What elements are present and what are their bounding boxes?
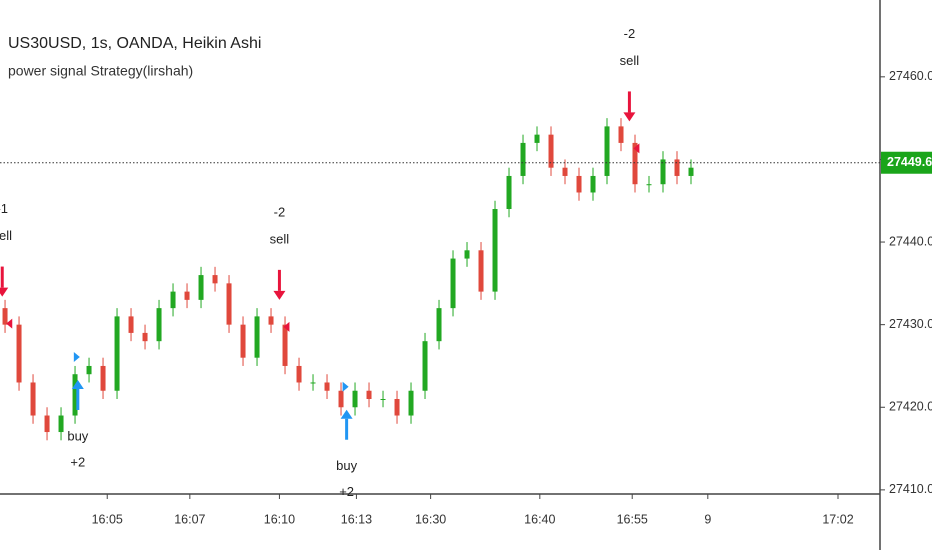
- candle-body: [590, 175, 596, 193]
- y-tick-label: 27410.0: [889, 482, 932, 496]
- x-tick-label: 16:07: [174, 512, 205, 526]
- candle-body: [534, 134, 540, 143]
- candle-body: [30, 382, 36, 416]
- candle-body: [324, 382, 330, 391]
- candle-body: [240, 324, 246, 358]
- y-tick-label: 27430.0: [889, 317, 932, 331]
- candle-body: [212, 275, 218, 284]
- candle-body: [226, 283, 232, 325]
- candle-body: [86, 365, 92, 375]
- chart-title: US30USD, 1s, OANDA, Heikin Ashi: [8, 35, 261, 52]
- candle-body: [114, 316, 120, 391]
- candle-body: [72, 374, 78, 416]
- signal-label: sell: [270, 231, 290, 246]
- signal-marker: [6, 318, 13, 329]
- candle-body: [436, 308, 442, 342]
- last-price-label: 27449.6: [887, 155, 932, 169]
- candle-body: [156, 308, 162, 342]
- candle-body: [268, 316, 274, 325]
- candle-body: [548, 134, 554, 168]
- x-tick-label: 16:13: [341, 512, 372, 526]
- candle-body: [282, 324, 288, 366]
- candle-body: [198, 275, 204, 300]
- candle-body: [2, 308, 8, 325]
- x-tick-label: 16:05: [92, 512, 123, 526]
- x-tick-label: 16:30: [415, 512, 446, 526]
- signal-label: -2: [274, 204, 286, 219]
- candle-body: [44, 415, 50, 433]
- candle-body: [576, 175, 582, 193]
- signal-arrow-head: [273, 290, 286, 300]
- candle-body: [464, 250, 470, 259]
- candle-body: [422, 341, 428, 391]
- candle-body: [58, 415, 64, 433]
- candle-body: [380, 399, 386, 400]
- signal-arrow-head: [623, 112, 636, 122]
- x-tick-label: 16:10: [264, 512, 295, 526]
- signal-arrow-head: [340, 409, 353, 419]
- candle-body: [254, 316, 260, 358]
- x-tick-label: 9: [704, 512, 711, 526]
- x-tick-label: 16:40: [524, 512, 555, 526]
- y-tick-label: 27420.0: [889, 400, 932, 414]
- x-tick-label: 17:02: [822, 512, 853, 526]
- candle-body: [674, 159, 680, 176]
- signal-marker: [73, 352, 80, 362]
- candle-body: [562, 167, 568, 176]
- signal-label: sell: [0, 228, 12, 243]
- candle-body: [688, 167, 694, 176]
- signal-marker: [633, 143, 640, 154]
- candle-body: [184, 291, 190, 300]
- candle-body: [660, 159, 666, 185]
- signal-marker: [342, 381, 349, 392]
- candle-body: [618, 126, 624, 143]
- candle-body: [296, 365, 302, 383]
- y-tick-label: 27440.0: [889, 234, 932, 248]
- y-tick-label: 27460.0: [889, 69, 932, 83]
- candle-body: [128, 316, 134, 333]
- signal-marker: [283, 321, 290, 332]
- candle-body: [478, 250, 484, 292]
- candle-body: [646, 184, 652, 186]
- candle-body: [100, 365, 106, 391]
- candle-body: [170, 291, 176, 309]
- candle-body: [16, 324, 22, 383]
- candle-body: [394, 399, 400, 416]
- x-tick-label: 16:55: [617, 512, 648, 526]
- signal-label: +2: [339, 484, 354, 499]
- last-price-box: [881, 151, 932, 174]
- chart-subtitle: power signal Strategy(lirshah): [8, 63, 193, 79]
- signal-label: -1: [0, 201, 8, 216]
- signal-label: buy: [336, 458, 357, 473]
- candle-body: [632, 142, 638, 185]
- signal-label: buy: [67, 428, 88, 443]
- signal-label: -2: [624, 26, 636, 41]
- candle-body: [604, 126, 610, 176]
- signal-arrow-head: [71, 380, 84, 389]
- candle-body: [450, 258, 456, 309]
- candle-body: [520, 142, 526, 176]
- candle-body: [142, 332, 148, 342]
- candle-body: [352, 390, 358, 408]
- candle-body: [408, 390, 414, 416]
- signal-arrow-head: [0, 287, 9, 297]
- signal-label: +2: [70, 454, 85, 469]
- candle-body: [492, 209, 498, 292]
- candle-body: [338, 390, 344, 408]
- candle-body: [366, 390, 372, 399]
- candle-body: [506, 175, 512, 209]
- candle-body: [310, 382, 316, 384]
- signal-label: sell: [620, 53, 640, 68]
